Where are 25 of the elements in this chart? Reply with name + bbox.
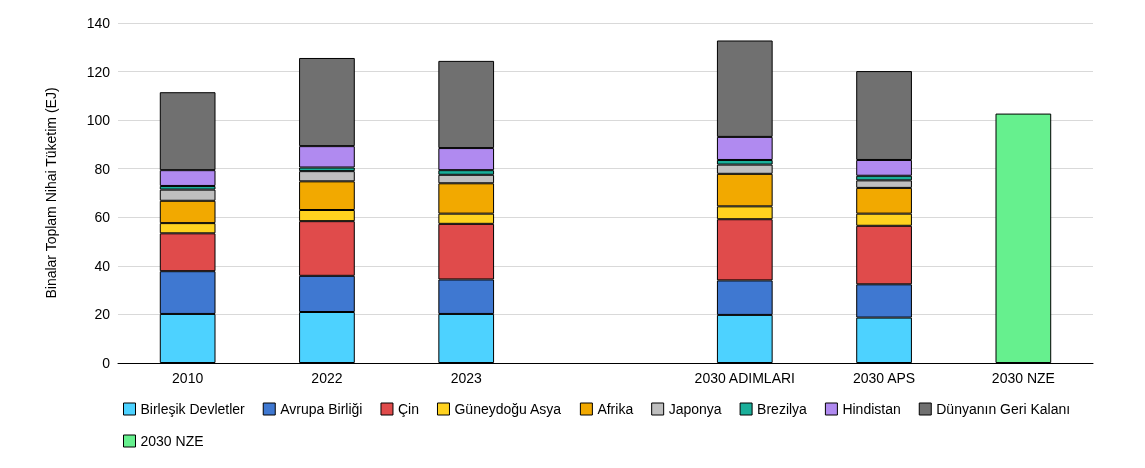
x-tick-label: 2030 APS <box>852 370 916 386</box>
y-tick-label: 40 <box>94 257 111 274</box>
legend-label: Hindistan <box>842 401 901 417</box>
y-tick-label: 0 <box>102 355 111 371</box>
legend-label: Çin <box>397 401 419 417</box>
y-tick-label: 100 <box>86 112 111 129</box>
y-tick-label: 60 <box>94 209 111 226</box>
x-tick-label: 2030 NZE <box>991 370 1055 386</box>
x-tick-label: 2023 <box>450 370 482 386</box>
legend-label: Birleşik Devletler <box>140 401 246 417</box>
y-tick-label: 140 <box>86 15 111 31</box>
y-tick-label: 80 <box>94 160 111 177</box>
legend-label: Güneydoğu Asya <box>454 401 562 417</box>
legend-label: Avrupa Birliği <box>280 401 363 417</box>
legend-label: 2030 NZE <box>140 433 204 449</box>
y-axis-title: Binalar Toplam Nihai Tüketim (EJ) <box>43 87 59 299</box>
x-tick-label: 2010 <box>172 370 204 386</box>
legend-label: Afrika <box>597 401 634 417</box>
y-tick-label: 20 <box>94 306 111 323</box>
legend-label: Dünyanın Geri Kalanı <box>936 401 1071 417</box>
legend-label: Brezilya <box>757 401 808 417</box>
x-tick-label: 2030 ADIMLARI <box>694 370 795 386</box>
y-tick-label: 120 <box>86 63 111 80</box>
legend-label: Japonya <box>668 401 722 417</box>
x-tick-label: 2022 <box>311 370 343 386</box>
